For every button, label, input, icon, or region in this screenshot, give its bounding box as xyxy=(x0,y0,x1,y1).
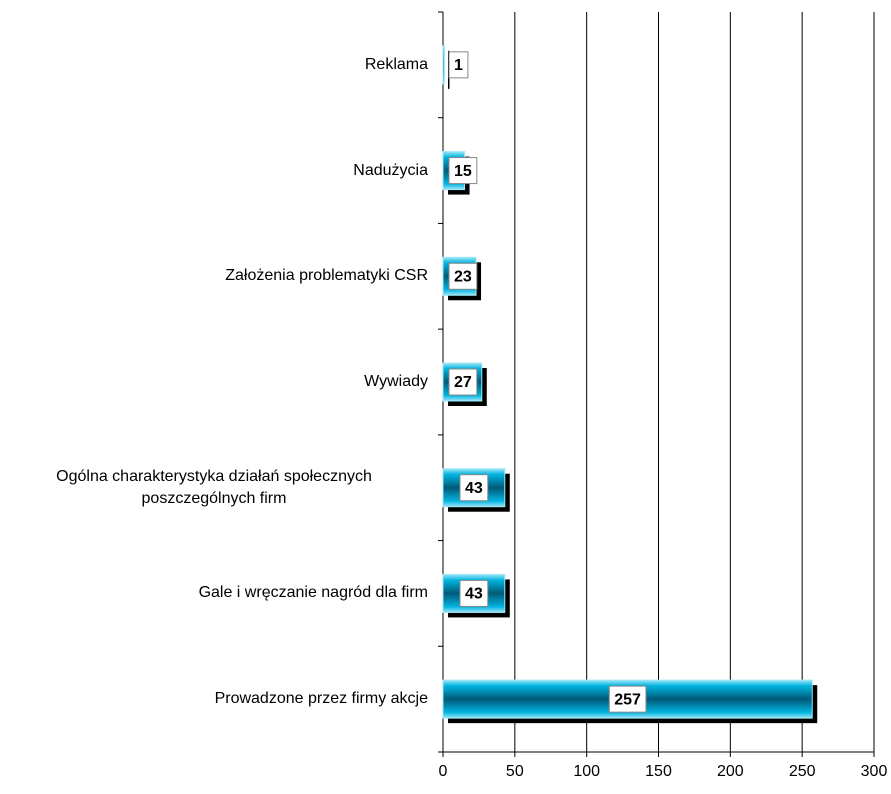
y-tick-label: Wywiady xyxy=(364,373,428,390)
value-label: 23 xyxy=(454,269,472,286)
x-tick-label: 50 xyxy=(506,763,524,780)
value-label: 43 xyxy=(465,586,483,603)
category-label-box: Prowadzone przez firmy akcje xyxy=(215,669,428,729)
value-label-box xyxy=(448,51,469,79)
value-label: 1 xyxy=(454,57,463,74)
y-tick-label: Gale i wręczanie nagród dla firm xyxy=(198,584,428,602)
y-tick-label: Nadużycia xyxy=(353,161,428,179)
value-label: 257 xyxy=(614,691,641,708)
value-label: 15 xyxy=(454,163,472,180)
y-tick-label: Ogólna charakterystyka działań społeczny… xyxy=(56,467,372,507)
x-tick-label: 150 xyxy=(645,763,672,780)
x-tick-label: 250 xyxy=(789,763,816,780)
x-tick-label: 0 xyxy=(439,763,448,780)
value-label-box xyxy=(448,262,478,290)
x-tick-label: 200 xyxy=(717,763,744,780)
value-label-box xyxy=(448,157,478,185)
value-label-box xyxy=(459,474,489,502)
value-label: 27 xyxy=(454,374,472,391)
category-label-box: Gale i wręczanie nagród dla firm xyxy=(199,563,428,623)
y-tick-label: Reklama xyxy=(364,55,428,73)
category-label-box: Nadużycia xyxy=(353,141,428,201)
category-label-box: Wywiady xyxy=(364,352,428,412)
value-label-box xyxy=(459,579,489,607)
bar xyxy=(442,45,445,85)
value-label-box xyxy=(608,685,647,713)
y-tick-label: Założenia problematyki CSR xyxy=(225,267,428,285)
category-label-box: Założenia problematyki CSR xyxy=(225,246,428,306)
category-label-box: Ogólna charakterystyka działań społeczny… xyxy=(0,458,428,518)
value-label: 43 xyxy=(465,480,483,497)
x-tick-label: 100 xyxy=(573,763,600,780)
y-tick-label: Prowadzone przez firmy akcje xyxy=(214,690,428,708)
x-tick-label: 300 xyxy=(861,763,888,780)
value-label-box xyxy=(448,368,478,396)
category-label-box: Reklama xyxy=(365,35,428,95)
